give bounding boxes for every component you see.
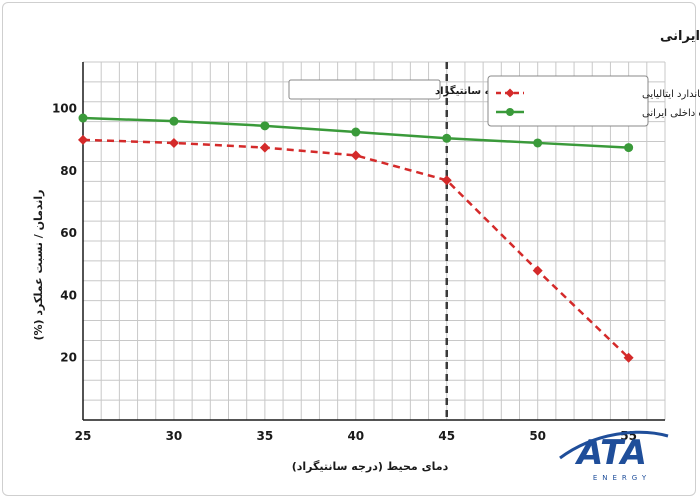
data-point — [624, 143, 634, 153]
legend: چیلر استاندارد ایتالیایی چیلر بهینه شده د… — [487, 75, 700, 127]
data-point — [351, 127, 361, 137]
x-tick-label: 25 — [75, 429, 92, 443]
y-tick-label: 80 — [60, 164, 77, 178]
data-point — [533, 138, 543, 148]
data-point — [623, 352, 634, 363]
x-tick-label: 40 — [347, 429, 364, 443]
legend-marker — [506, 108, 514, 116]
x-tick-label: 50 — [529, 429, 546, 443]
legend-box — [487, 75, 649, 127]
data-point — [169, 116, 179, 126]
y-tick-label: 40 — [60, 288, 77, 302]
series-0 — [78, 134, 634, 363]
series-1 — [78, 113, 634, 153]
chart-title: مقایسه عملکرد چیلر در دماهای بالا: چیلر … — [660, 29, 700, 44]
data-point — [350, 150, 361, 161]
x-tick-label: 45 — [438, 429, 455, 443]
data-point — [168, 137, 179, 148]
legend-label: چیلر استاندارد ایتالیایی — [642, 89, 700, 100]
x-tick-label: 35 — [257, 429, 274, 443]
legend-marker — [505, 88, 515, 98]
y-axis-label: راندمان / نسبت عملکرد (%) — [32, 189, 45, 340]
y-tick-label: 60 — [60, 226, 77, 240]
data-point — [259, 142, 270, 153]
data-point — [78, 113, 88, 123]
ata-energy-logo: ATA ENERGY — [559, 430, 669, 482]
data-point — [78, 134, 88, 145]
series — [78, 113, 634, 363]
logo-wordmark: ATA — [574, 433, 647, 473]
y-tick-label: 20 — [60, 351, 77, 365]
logo-subtext: ENERGY — [593, 474, 651, 482]
annotation-box — [288, 79, 441, 100]
legend-label: چیلر بهینه شده داخلی ایرانی — [642, 108, 700, 119]
data-point — [441, 175, 452, 186]
data-point — [532, 265, 543, 276]
y-tick-label: 100 — [52, 102, 77, 116]
data-point — [260, 121, 270, 131]
data-point — [442, 133, 452, 143]
x-axis-label: دمای محیط (درجه سانتیگراد) — [292, 460, 449, 473]
x-tick-label: 30 — [166, 429, 183, 443]
